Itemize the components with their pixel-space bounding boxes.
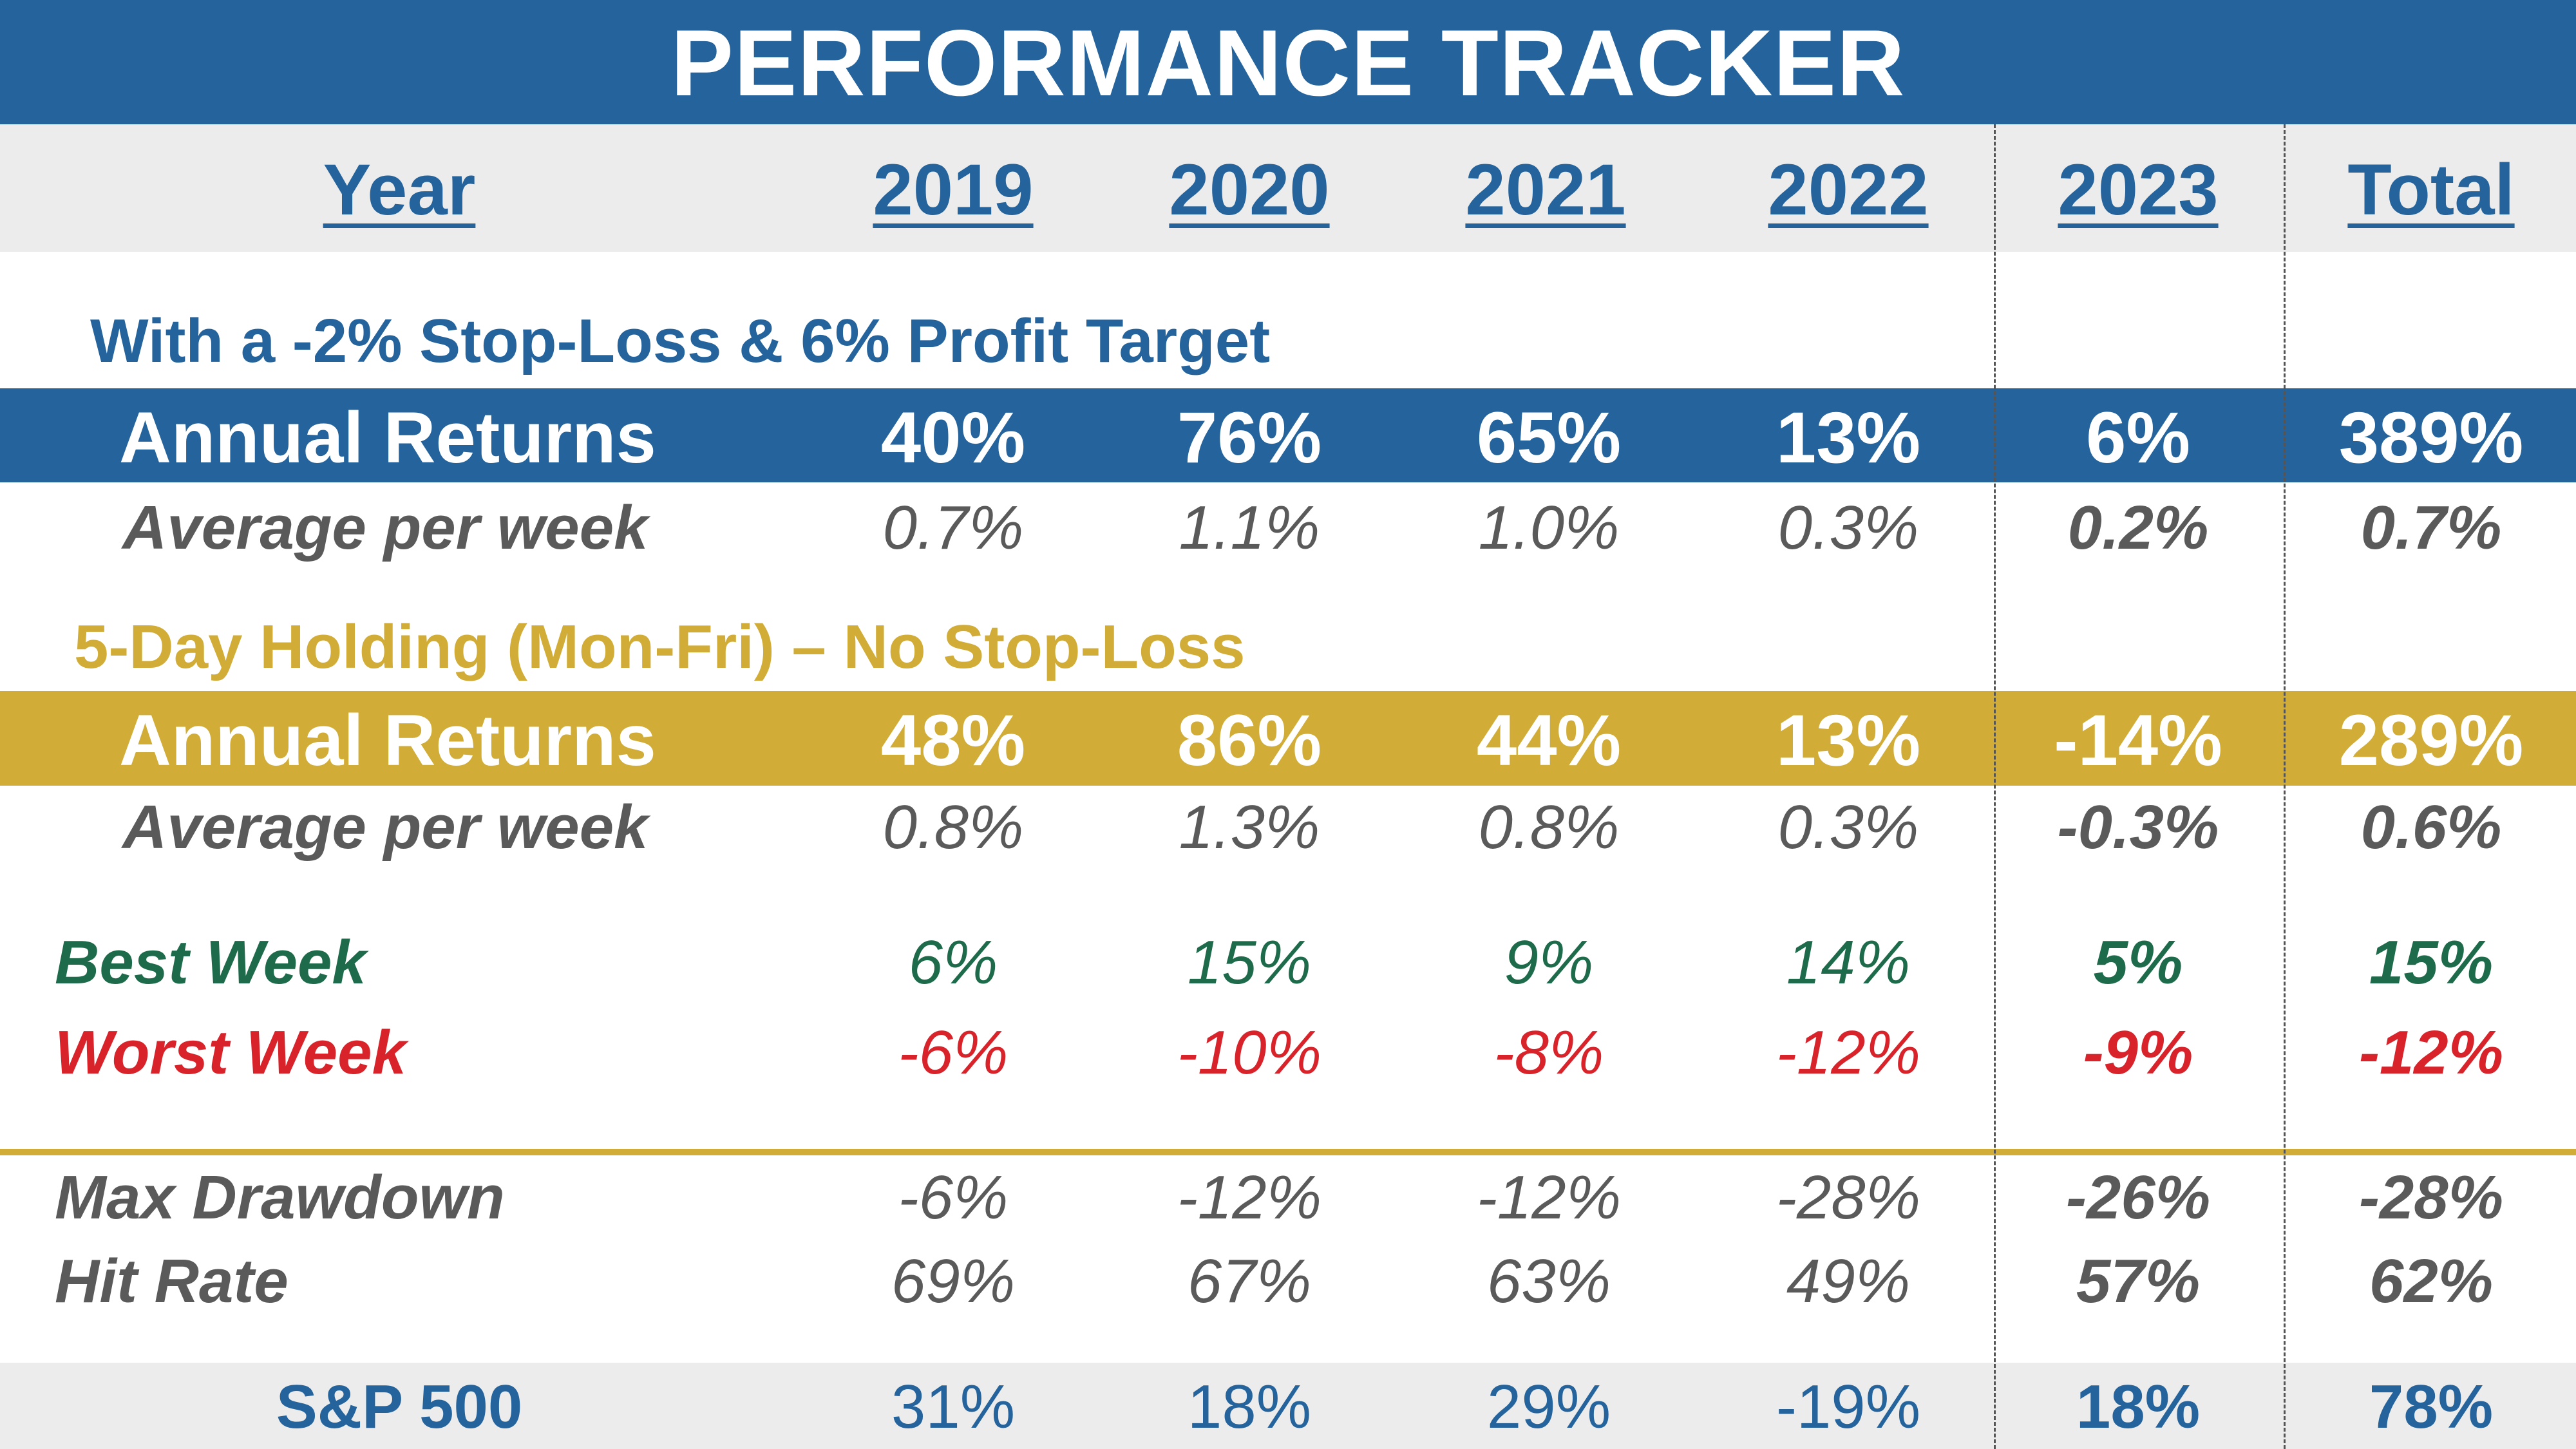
section2-annual-total: 289% <box>2338 700 2524 781</box>
section1-weekly-2020: 1.1% <box>1179 493 1320 562</box>
section1-annual-band <box>0 388 2576 482</box>
header-2022: 2022 <box>1768 149 1929 230</box>
section2-annual-2023: -14% <box>2054 700 2222 781</box>
page-title: PERFORMANCE TRACKER <box>670 10 1906 115</box>
hit-rate-2022: 49% <box>1786 1247 1911 1316</box>
section2-weekly-2023: -0.3% <box>2057 793 2219 862</box>
section2-annual-label: Annual Returns <box>119 700 656 781</box>
best-week-label: Best Week <box>55 928 366 997</box>
sp500-2021: 29% <box>1486 1372 1611 1441</box>
best-week-2020: 15% <box>1187 928 1312 997</box>
hit-rate-2019: 69% <box>891 1247 1016 1316</box>
section1-weekly-label: Average per week <box>122 493 649 562</box>
section2-annual-2021: 44% <box>1476 700 1622 781</box>
worst-week-2021: -8% <box>1493 1018 1604 1087</box>
section1-annual-2020: 76% <box>1177 397 1322 478</box>
gold-divider <box>0 1149 2576 1155</box>
section1-annual-label: Annual Returns <box>119 397 656 478</box>
section2-weekly-2019: 0.8% <box>882 793 1024 862</box>
best-week-2021: 9% <box>1504 928 1594 997</box>
column-divider-total <box>2284 124 2286 1449</box>
header-band <box>0 124 2576 252</box>
section1-weekly-2023: 0.2% <box>2067 493 2209 562</box>
column-divider-2023 <box>1994 124 1996 1449</box>
hit-rate-2023: 57% <box>2076 1247 2201 1316</box>
section1-weekly-2021: 1.0% <box>1478 493 1620 562</box>
sp500-band <box>0 1363 2576 1449</box>
header-2023: 2023 <box>2058 149 2219 230</box>
hit-rate-2021: 63% <box>1486 1247 1611 1316</box>
header-2019: 2019 <box>873 149 1034 230</box>
sp500-2023: 18% <box>2076 1372 2201 1441</box>
header-2021: 2021 <box>1465 149 1626 230</box>
section2-title: 5-Day Holding (Mon-Fri) – No Stop-Loss <box>74 612 1245 681</box>
header-total: Total <box>2347 149 2515 230</box>
section2-annual-band <box>0 691 2576 786</box>
sp500-2020: 18% <box>1187 1372 1312 1441</box>
worst-week-label: Worst Week <box>55 1018 406 1087</box>
max-drawdown-2023: -26% <box>2065 1163 2211 1232</box>
max-drawdown-total: -28% <box>2358 1163 2504 1232</box>
max-drawdown-label: Max Drawdown <box>55 1163 505 1232</box>
section2-weekly-2022: 0.3% <box>1777 793 1919 862</box>
sp500-2019: 31% <box>891 1372 1016 1441</box>
best-week-2023: 5% <box>2093 928 2183 997</box>
worst-week-total: -12% <box>2358 1018 2504 1087</box>
section2-weekly-label: Average per week <box>122 793 649 862</box>
max-drawdown-2022: -28% <box>1776 1163 1921 1232</box>
section1-annual-2022: 13% <box>1776 397 1921 478</box>
section1-weekly-2022: 0.3% <box>1777 493 1919 562</box>
sp500-total: 78% <box>2369 1372 2494 1441</box>
section1-title: With a -2% Stop-Loss & 6% Profit Target <box>90 307 1271 375</box>
section1-annual-2019: 40% <box>880 397 1026 478</box>
sp500-label: S&P 500 <box>276 1372 523 1441</box>
hit-rate-2020: 67% <box>1187 1247 1312 1316</box>
worst-week-2019: -6% <box>898 1018 1009 1087</box>
worst-week-2023: -9% <box>2083 1018 2193 1087</box>
worst-week-2022: -12% <box>1776 1018 1921 1087</box>
section2-weekly-2020: 1.3% <box>1179 793 1320 862</box>
header-year-label: Year <box>323 149 476 230</box>
title-band <box>0 0 2576 124</box>
section2-annual-2019: 48% <box>880 700 1026 781</box>
section1-weekly-2019: 0.7% <box>882 493 1024 562</box>
max-drawdown-2019: -6% <box>898 1163 1009 1232</box>
sp500-2022: -19% <box>1776 1372 1921 1441</box>
section1-weekly-total: 0.7% <box>2360 493 2502 562</box>
worst-week-2020: -10% <box>1177 1018 1322 1087</box>
best-week-total: 15% <box>2369 928 2494 997</box>
section2-annual-2022: 13% <box>1776 700 1921 781</box>
section2-weekly-2021: 0.8% <box>1478 793 1620 862</box>
section1-annual-2021: 65% <box>1476 397 1622 478</box>
hit-rate-label: Hit Rate <box>55 1247 289 1316</box>
section2-annual-2020: 86% <box>1177 700 1322 781</box>
max-drawdown-2020: -12% <box>1177 1163 1322 1232</box>
header-2020: 2020 <box>1169 149 1330 230</box>
section2-weekly-total: 0.6% <box>2360 793 2502 862</box>
best-week-2022: 14% <box>1786 928 1911 997</box>
section1-annual-total: 389% <box>2338 397 2524 478</box>
max-drawdown-2021: -12% <box>1476 1163 1622 1232</box>
section1-annual-2023: 6% <box>2086 397 2190 478</box>
hit-rate-total: 62% <box>2369 1247 2494 1316</box>
best-week-2019: 6% <box>908 928 998 997</box>
